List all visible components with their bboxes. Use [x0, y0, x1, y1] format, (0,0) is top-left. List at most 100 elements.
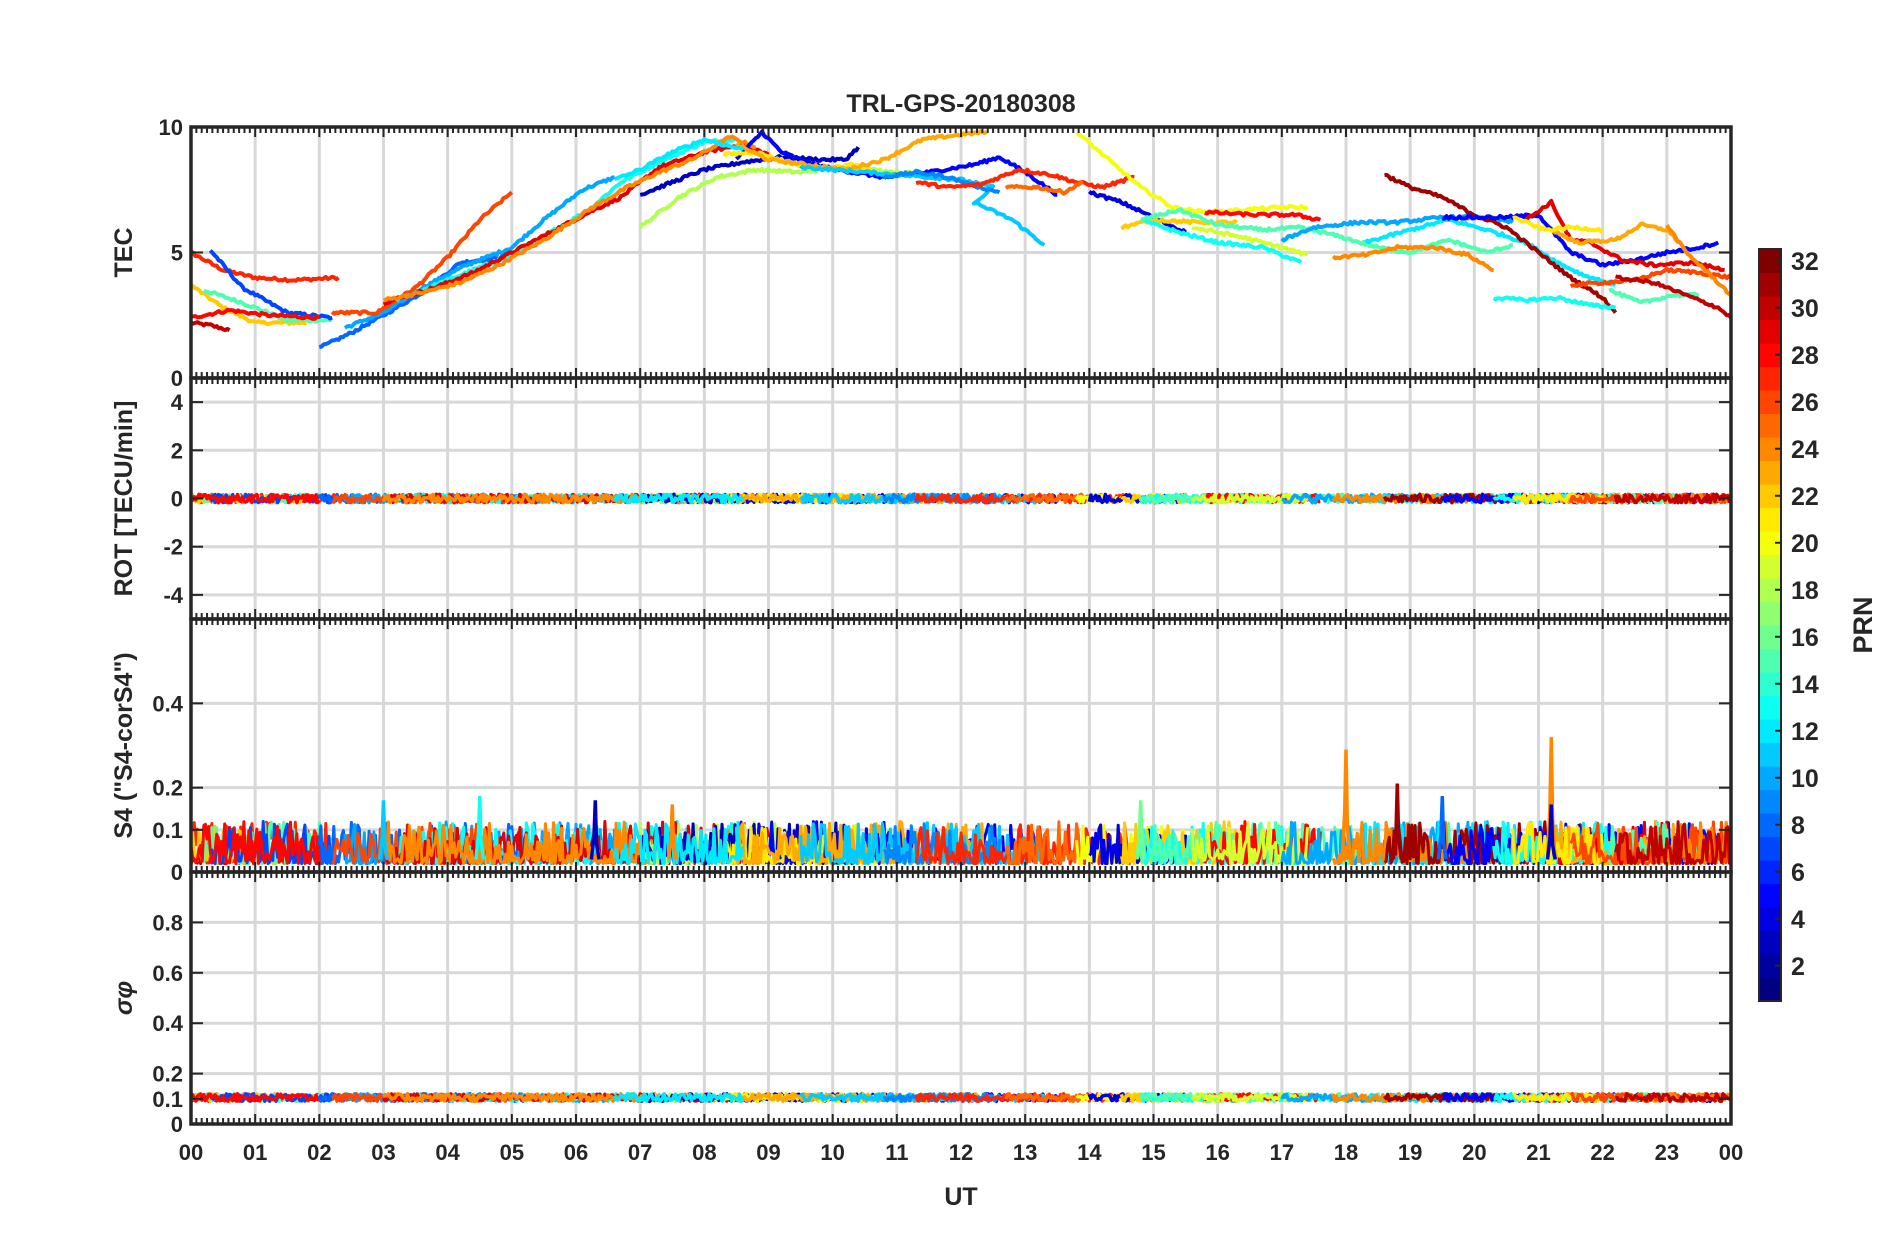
- s4-spike: [1545, 804, 1557, 860]
- rot-y-tick-label: 2: [171, 438, 183, 463]
- x-tick-label: 03: [371, 1140, 395, 1165]
- sigma-series-prn-12: [612, 1092, 745, 1104]
- x-tick-label: 16: [1205, 1140, 1229, 1165]
- tec-data: [191, 129, 1731, 349]
- colorbar-tick-label: 24: [1791, 436, 1819, 464]
- s4-spike: [589, 800, 601, 860]
- panel-s4: 0 0.1 0.2 0.4 S4 ("S4-corS4"): [110, 617, 1733, 885]
- colorbar-tick-label: 10: [1791, 765, 1819, 793]
- colorbar-segment: [1759, 742, 1781, 767]
- colorbar-segment: [1759, 460, 1781, 485]
- colorbar-segment: [1759, 836, 1781, 861]
- colorbar-segment: [1759, 977, 1781, 1002]
- x-tick-label: 10: [820, 1140, 844, 1165]
- colorbar-tick-label: 6: [1791, 859, 1805, 887]
- sigma-x-ticks: [190, 872, 1732, 1125]
- tec-series-prn-30: [1614, 274, 1731, 319]
- s4-spike: [474, 796, 486, 860]
- tec-y-tick-label: 0: [171, 366, 183, 391]
- colorbar-segment: [1759, 719, 1781, 744]
- rot-series-prn-25: [1004, 492, 1085, 504]
- x-tick-label: 15: [1141, 1140, 1165, 1165]
- tec-series-prn-12: [1364, 217, 1617, 287]
- s4-y-axis-label: S4 ("S4-corS4"): [110, 652, 138, 838]
- rot-y-tick-label: 4: [171, 390, 184, 415]
- sigma-y-tick-label: 0.6: [152, 961, 183, 986]
- tec-series-prn-24: [383, 134, 756, 303]
- sigma-y-tick-label: 0.2: [152, 1062, 183, 1087]
- colorbar-segment: [1759, 766, 1781, 791]
- tec-series-prn-23: [1551, 221, 1682, 246]
- x-tick-label: 13: [1013, 1140, 1037, 1165]
- x-tick-label: 19: [1398, 1140, 1422, 1165]
- colorbar-tick-label: 28: [1791, 342, 1819, 370]
- sigma-series-prn-28: [191, 1092, 321, 1103]
- chart-title: TRL-GPS-20180308: [846, 90, 1075, 118]
- tec-series-prn-24: [1331, 244, 1494, 273]
- tec-series-prn-7: [208, 249, 333, 321]
- s4-series-prn-30: [1614, 820, 1731, 866]
- x-tick-label: 17: [1270, 1140, 1294, 1165]
- x-tick-label: 01: [243, 1140, 267, 1165]
- colorbar-tick-label: 16: [1791, 624, 1819, 652]
- sigma-y-tick-label: 0.8: [152, 910, 183, 935]
- sigma-y-axis-label: σφ: [110, 981, 138, 1015]
- colorbar-segment: [1759, 296, 1781, 321]
- s4-series-prn-19: [1190, 820, 1309, 866]
- x-tick-labels: 00 01 02 03 04 05 06 07 08 09 10 11 12 13 14 15 16 17 18 19…: [179, 1140, 1743, 1165]
- x-tick-label: 23: [1655, 1140, 1679, 1165]
- tec-series-prn-26: [330, 190, 514, 317]
- tec-series-prn-10: [343, 175, 615, 330]
- colorbar-segment: [1759, 319, 1781, 344]
- colorbar-tick-label: 2: [1791, 953, 1805, 981]
- colorbar-tick-label: 20: [1791, 530, 1819, 558]
- colorbar-tick-label: 12: [1791, 718, 1819, 746]
- tec-series-prn-21: [722, 150, 878, 175]
- colorbar-tick-label: 26: [1791, 389, 1819, 417]
- tec-series-prn-15: [1140, 207, 1513, 255]
- colorbar-tick-label: 22: [1791, 483, 1819, 511]
- tec-series-prn-4: [1087, 189, 1188, 234]
- colorbar-tick-label: 8: [1791, 812, 1805, 840]
- sigma-y-tick-label: 0.4: [152, 1011, 183, 1036]
- x-tick-label: 14: [1077, 1140, 1102, 1165]
- x-tick-label: 20: [1462, 1140, 1486, 1165]
- tec-series-prn-29: [1524, 198, 1725, 273]
- x-tick-label: 09: [756, 1140, 780, 1165]
- s4-y-tick-label: 0.4: [152, 691, 183, 716]
- rot-series-prn-12: [612, 492, 745, 505]
- x-tick-label: 05: [500, 1140, 524, 1165]
- s4-y-tick-label: 0.1: [152, 818, 183, 843]
- tec-series-prn-13: [1140, 217, 1303, 265]
- x-axis-label: UT: [944, 1183, 977, 1211]
- colorbar-segment: [1759, 860, 1781, 885]
- sigma-data: [191, 1092, 1731, 1104]
- colorbar-segment: [1759, 907, 1781, 932]
- colorbar-segment: [1759, 554, 1781, 579]
- s4-series-prn-12: [613, 821, 745, 866]
- sigma-y-tick-label: 0.1: [152, 1087, 183, 1112]
- tec-series-prn-23: [734, 129, 988, 173]
- colorbar-segment: [1759, 648, 1781, 673]
- colorbar-segment: [1759, 531, 1781, 556]
- s4-spike: [1135, 800, 1147, 860]
- tec-series-prn-18: [638, 164, 930, 229]
- s4-spike: [377, 800, 390, 860]
- rot-data: [191, 492, 1731, 505]
- colorbar-segment: [1759, 437, 1781, 462]
- colorbar-tick-label: 30: [1791, 295, 1819, 323]
- tec-series-prn-5: [1442, 212, 1720, 268]
- colorbar-tick-label: 18: [1791, 577, 1819, 605]
- tec-y-tick-label: 5: [171, 241, 183, 266]
- rot-y-tick-label: 0: [171, 487, 183, 512]
- rot-series-prn-19: [1190, 492, 1310, 505]
- s4-spike: [1340, 749, 1352, 860]
- tec-series-prn-30: [191, 320, 231, 333]
- x-tick-label: 04: [435, 1140, 460, 1165]
- tec-series-prn-24: [1665, 224, 1731, 297]
- colorbar-segment: [1759, 413, 1781, 438]
- panel-sigma: 00.10.2 0.4 0.6 0.8 σφ: [110, 870, 1733, 1137]
- tec-series-prn-20: [1076, 131, 1309, 216]
